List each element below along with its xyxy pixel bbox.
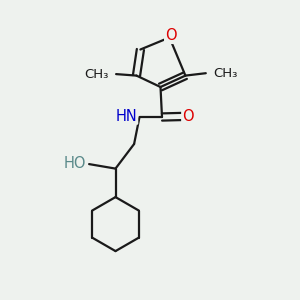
Text: HN: HN xyxy=(115,109,137,124)
Text: CH₃: CH₃ xyxy=(84,68,109,81)
Text: CH₃: CH₃ xyxy=(213,67,238,80)
Text: O: O xyxy=(182,109,194,124)
Text: O: O xyxy=(165,28,177,43)
Text: HO: HO xyxy=(64,156,86,171)
